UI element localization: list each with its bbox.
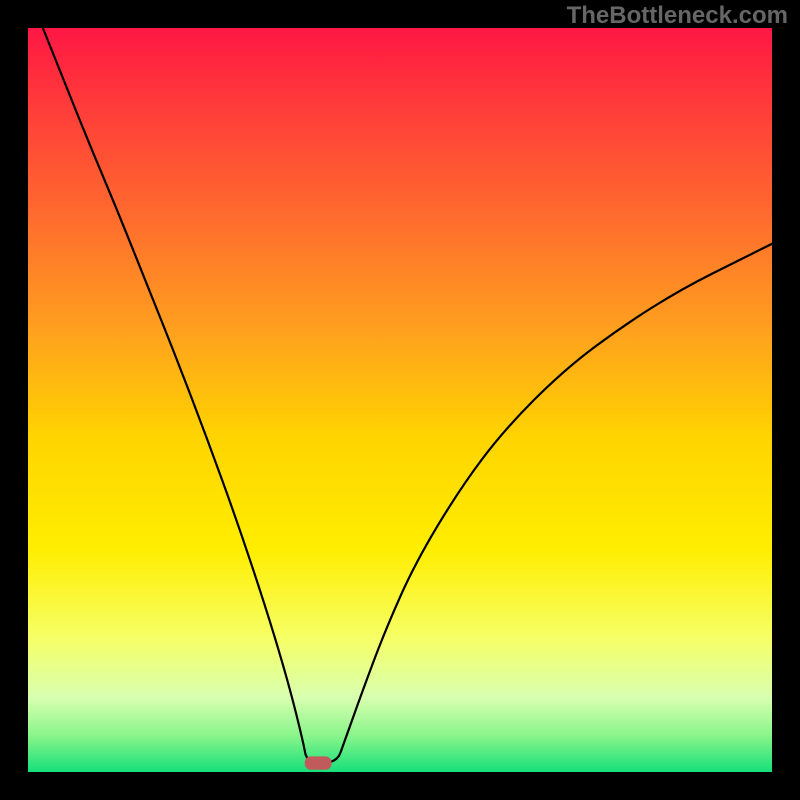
plot-area (28, 28, 772, 772)
optimal-point-marker (305, 756, 332, 769)
gradient-background (28, 28, 772, 772)
chart-svg (28, 28, 772, 772)
chart-frame: TheBottleneck.com (0, 0, 800, 800)
watermark-text: TheBottleneck.com (567, 2, 788, 30)
